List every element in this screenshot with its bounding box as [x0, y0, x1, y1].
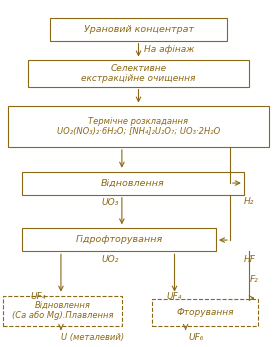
Text: Гідрофторування: Гідрофторування: [76, 235, 163, 244]
Text: UO₂: UO₂: [102, 255, 119, 264]
Text: HF: HF: [244, 255, 256, 264]
Text: F₂: F₂: [249, 275, 258, 284]
Bar: [8, 106, 269, 147]
Text: UF₄: UF₄: [166, 292, 182, 301]
Bar: [152, 299, 258, 326]
Text: Термічне розкладання
UO₂(NO₃)₂·6H₂O; [NH₄]₂U₂O₇; UO₃·2H₂O: Термічне розкладання UO₂(NO₃)₂·6H₂O; [NH…: [57, 117, 220, 136]
Text: UF₄: UF₄: [30, 292, 46, 301]
Bar: [22, 172, 244, 195]
Text: На афінаж: На афінаж: [144, 45, 194, 54]
Bar: [22, 228, 216, 251]
Text: Селективне
екстракційне очищення: Селективне екстракційне очищення: [81, 64, 196, 83]
Bar: [3, 296, 122, 326]
Bar: [28, 60, 249, 87]
Text: UF₆: UF₆: [188, 333, 204, 342]
Text: H₂: H₂: [244, 197, 254, 206]
Bar: [50, 18, 227, 41]
Text: Відновлення: Відновлення: [101, 179, 165, 188]
Text: Урановий концентрат: Урановий концентрат: [83, 25, 194, 34]
Text: UO₃: UO₃: [102, 198, 119, 207]
Text: U (металевий): U (металевий): [61, 333, 124, 342]
Text: Відновлення
(Ca або Mg).Плавлення: Відновлення (Ca або Mg).Плавлення: [12, 301, 113, 320]
Text: Фторування: Фторування: [176, 308, 234, 317]
